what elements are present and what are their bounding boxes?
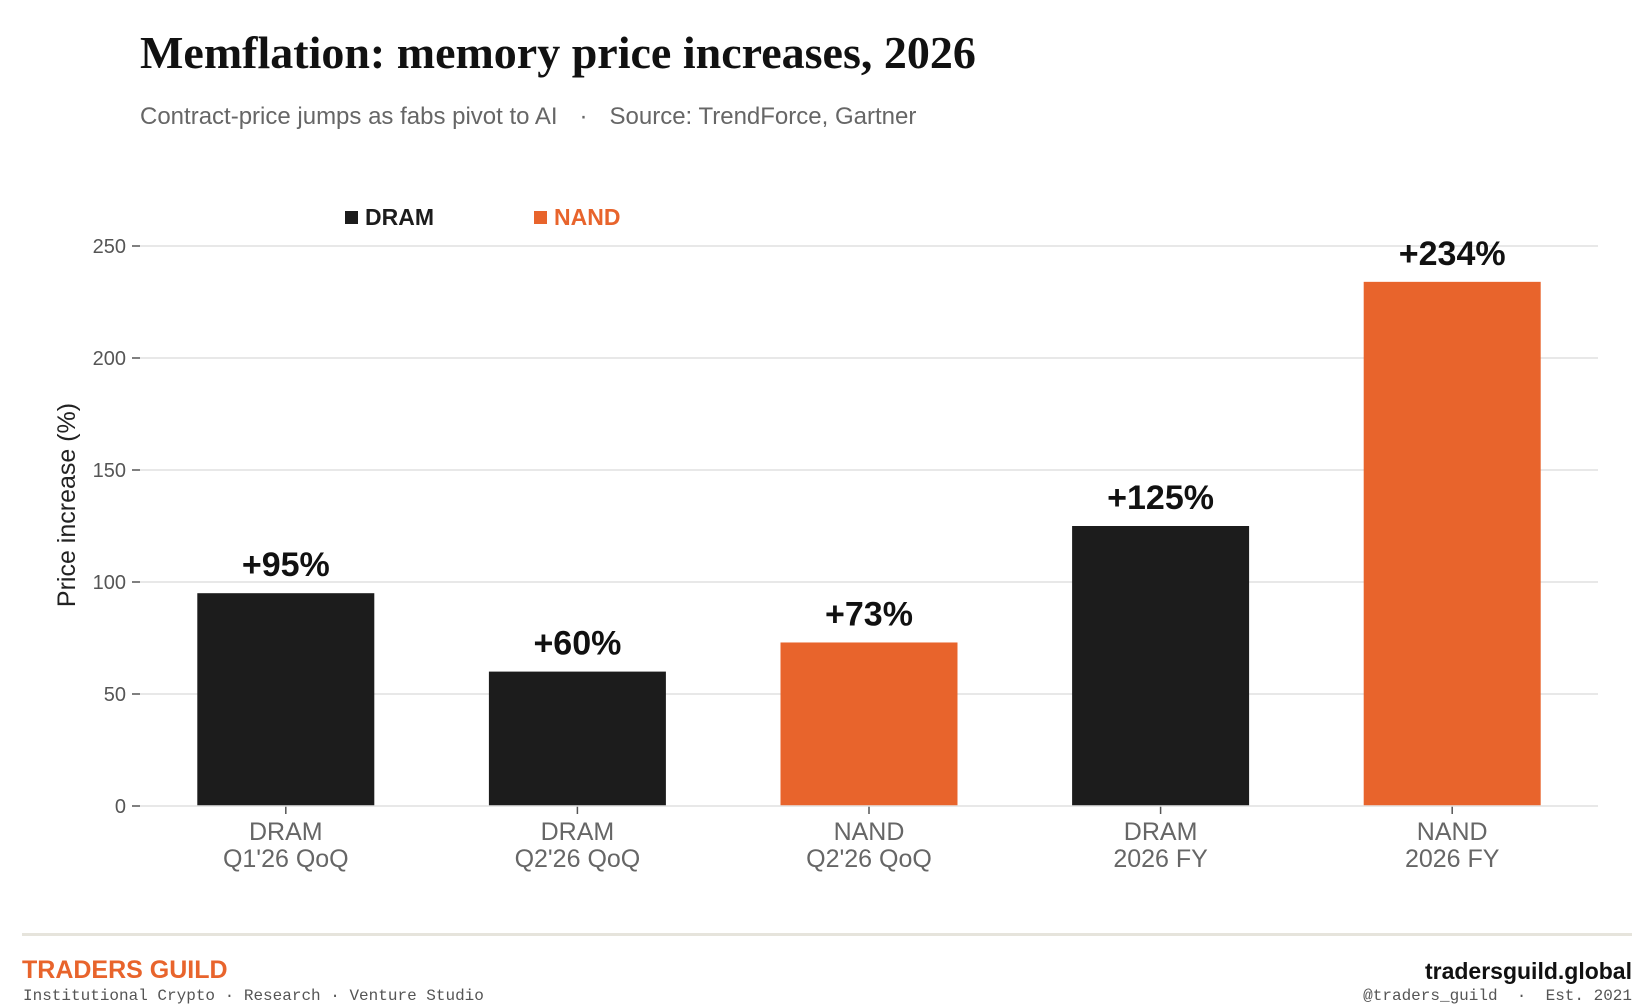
y-tick-label-100: 100 — [93, 572, 126, 594]
y-axis-ticks: 0 50 100 150 200 250 — [93, 236, 140, 818]
x-tick-label-2-line1: DRAM — [541, 818, 615, 846]
data-label-3: +73% — [825, 595, 913, 633]
data-label-1: +95% — [242, 546, 330, 584]
x-tick-label-4-line2: 2026 FY — [1113, 845, 1208, 873]
chart-title: Memflation: memory price increases, 2026 — [140, 27, 976, 78]
data-labels: +95% +60% +73% +125% +234% — [242, 235, 1506, 663]
data-label-4: +125% — [1107, 479, 1214, 517]
data-label-5: +234% — [1399, 235, 1506, 273]
footer-divider — [22, 933, 1632, 936]
bar-chart: 0 50 100 150 200 250 +95% +60% +73% +125% +234% D… — [53, 204, 1598, 873]
brand-name: TRADERS GUILD — [22, 956, 228, 984]
x-tick-label-1-line2: Q1'26 QoQ — [223, 845, 349, 873]
website-link[interactable]: tradersguild.global — [1424, 958, 1632, 984]
bar-4 — [1072, 526, 1250, 806]
x-tick-label-1-line1: DRAM — [249, 818, 323, 846]
y-tick-label-250: 250 — [93, 236, 126, 258]
brand-tagline: Institutional Crypto · Research · Ventur… — [23, 987, 484, 1005]
legend-label-dram: DRAM — [365, 204, 434, 230]
y-tick-label-0: 0 — [115, 796, 126, 818]
legend: DRAM NAND — [345, 204, 620, 230]
x-tick-label-3-line1: NAND — [834, 818, 905, 846]
y-tick-label-50: 50 — [104, 684, 126, 706]
x-tick-label-2-line2: Q2'26 QoQ — [515, 845, 641, 873]
bar-3 — [780, 642, 958, 806]
legend-label-nand: NAND — [554, 204, 620, 230]
y-tick-label-200: 200 — [93, 348, 126, 370]
subtitle-separator: · — [579, 103, 588, 130]
data-label-2: +60% — [533, 625, 621, 663]
x-tick-label-3-line2: Q2'26 QoQ — [806, 845, 932, 873]
chart-subtitle: Contract-price jumps as fabs pivot to AI… — [140, 103, 916, 131]
bars — [197, 281, 1541, 807]
y-tick-label-150: 150 — [93, 460, 126, 482]
x-tick-label-5-line2: 2026 FY — [1405, 845, 1500, 873]
bar-5 — [1363, 281, 1541, 807]
bar-1 — [197, 593, 375, 806]
social-handle: @traders_guild · Est. 2021 — [1363, 987, 1632, 1005]
bar-2 — [488, 671, 666, 806]
subtitle-source: Source: TrendForce, Gartner — [609, 103, 917, 130]
legend-swatch-dram — [345, 211, 358, 224]
y-axis-label: Price increase (%) — [53, 403, 81, 607]
subtitle-text: Contract-price jumps as fabs pivot to AI — [140, 103, 558, 130]
x-tick-label-5-line1: NAND — [1417, 818, 1488, 846]
x-tick-label-4-line1: DRAM — [1124, 818, 1198, 846]
legend-swatch-nand — [534, 211, 547, 224]
